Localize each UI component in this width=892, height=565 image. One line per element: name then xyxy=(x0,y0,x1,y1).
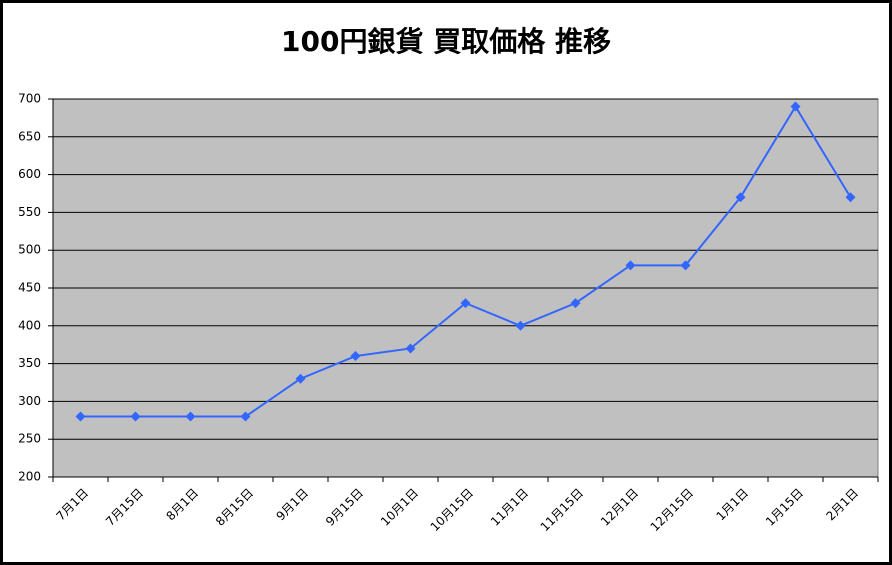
y-tick-label: 350 xyxy=(18,356,41,370)
y-tick-label: 250 xyxy=(18,432,41,446)
y-tick-label: 300 xyxy=(18,394,41,408)
data-point xyxy=(75,411,86,422)
y-tick-label: 450 xyxy=(18,281,41,295)
data-point xyxy=(680,260,691,271)
y-tick-label: 400 xyxy=(18,318,41,332)
y-tick-label: 500 xyxy=(18,243,41,257)
data-point xyxy=(515,320,526,331)
data-point xyxy=(405,343,416,354)
y-tick-label: 650 xyxy=(18,129,41,143)
y-tick-label: 700 xyxy=(18,92,41,106)
data-point xyxy=(735,192,746,203)
data-point xyxy=(130,411,141,422)
data-point xyxy=(570,298,581,309)
data-point xyxy=(790,101,801,112)
y-tick-label: 550 xyxy=(18,205,41,219)
y-tick-label: 200 xyxy=(18,470,41,484)
data-point xyxy=(350,351,361,362)
data-point xyxy=(845,192,856,203)
y-tick-label: 600 xyxy=(18,167,41,181)
data-point xyxy=(460,298,471,309)
data-point xyxy=(185,411,196,422)
data-point xyxy=(240,411,251,422)
data-point xyxy=(625,260,636,271)
data-point xyxy=(295,373,306,384)
chart-title: 100円銀貨 買取価格 推移 xyxy=(281,25,611,58)
